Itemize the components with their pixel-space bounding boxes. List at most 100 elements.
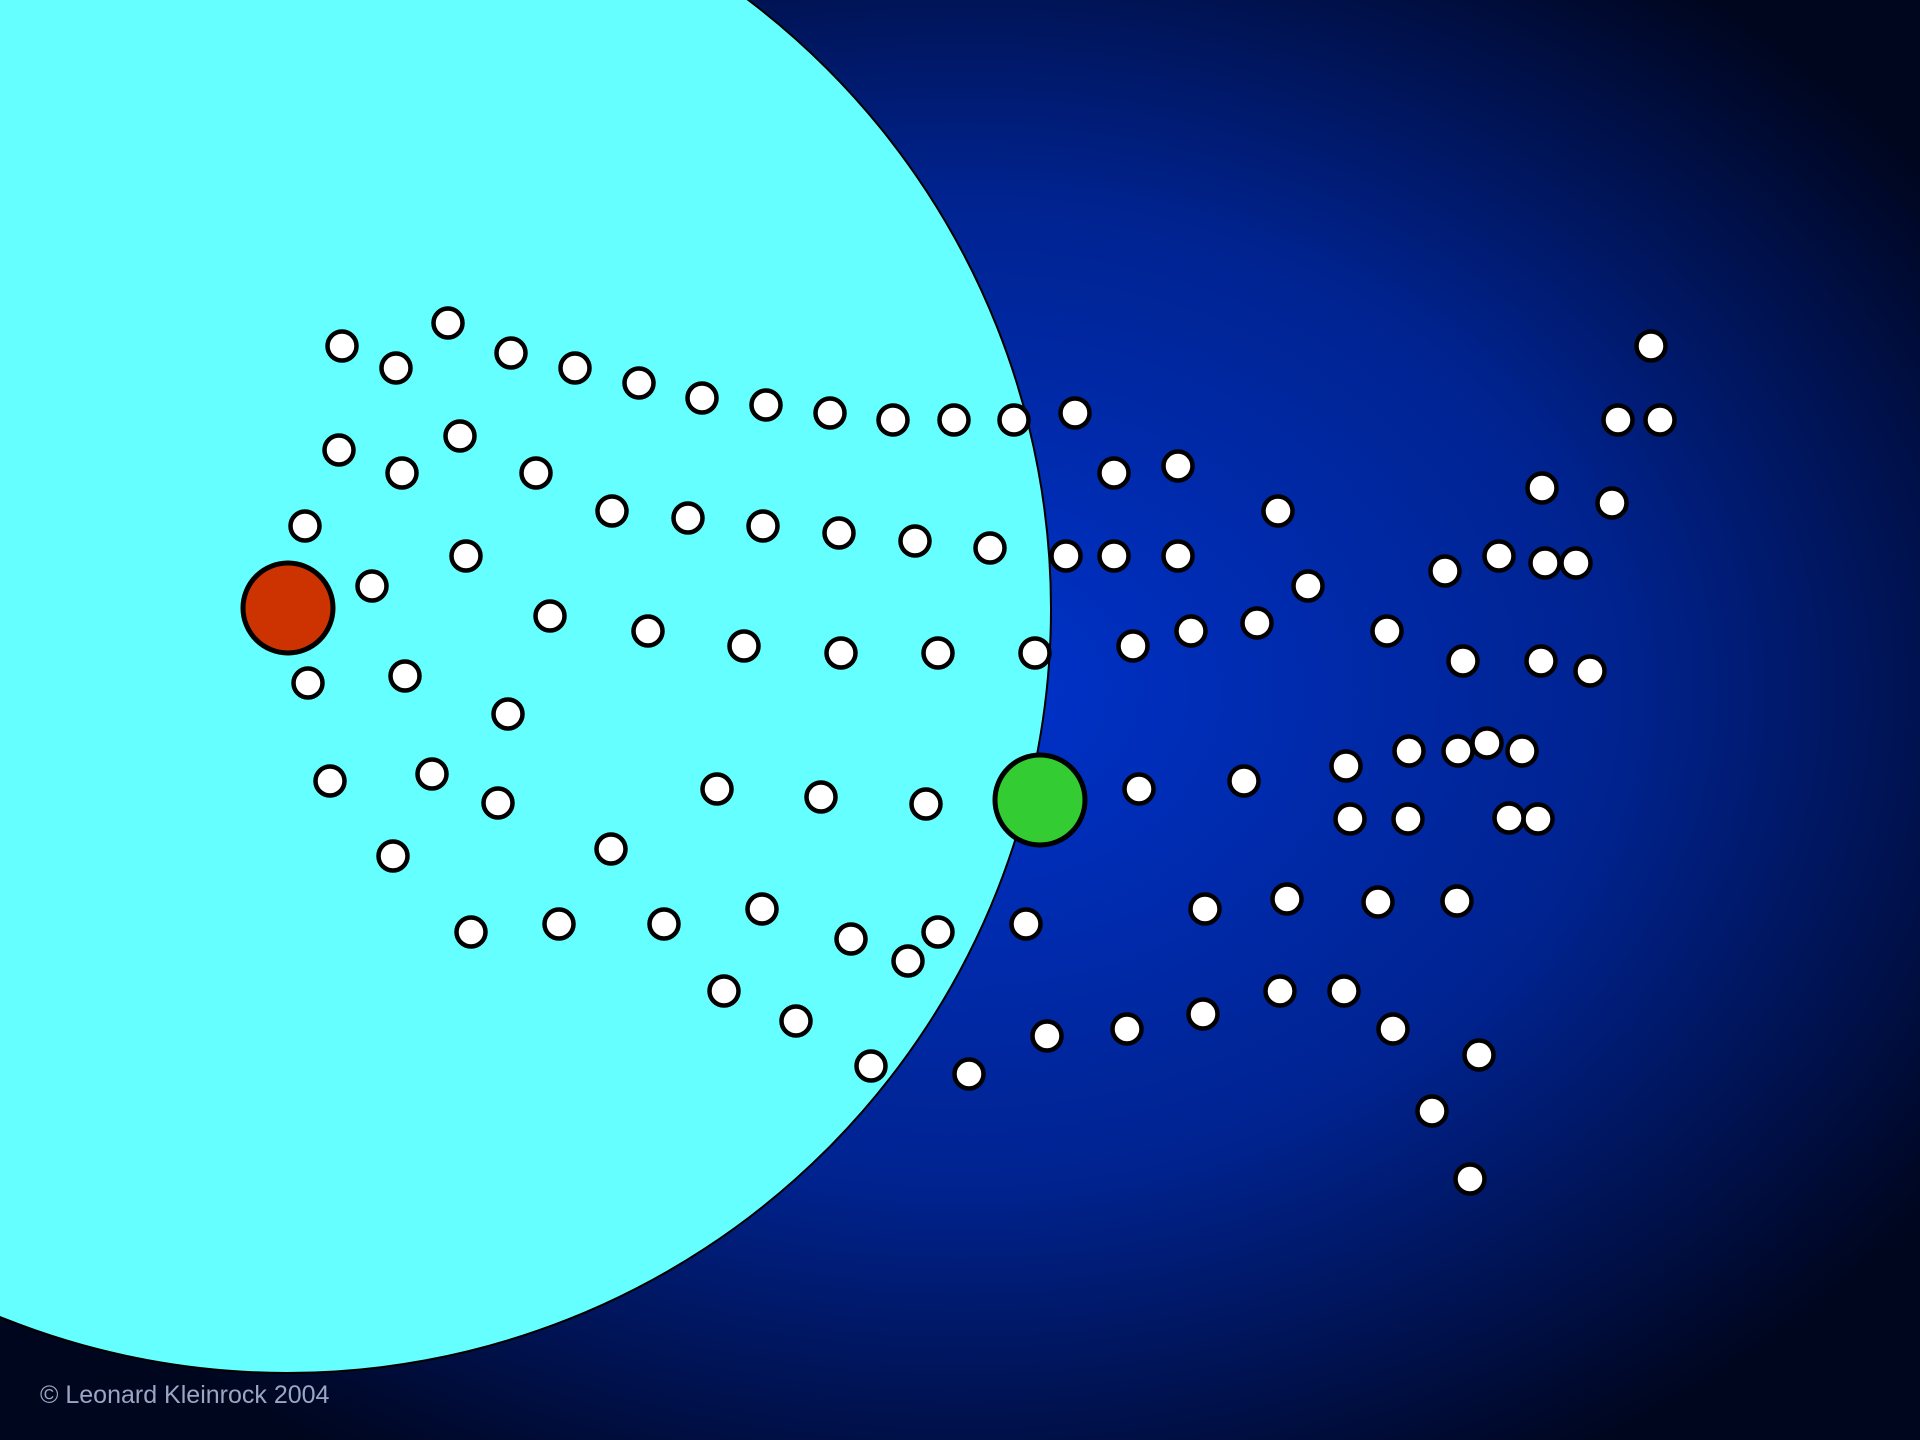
relay-node — [1470, 726, 1504, 760]
relay-node — [1376, 1012, 1410, 1046]
relay-node — [909, 787, 943, 821]
relay-node — [1161, 449, 1195, 483]
relay-node — [745, 892, 779, 926]
relay-node — [449, 539, 483, 573]
relay-nodes — [288, 306, 1677, 1196]
relay-node — [1370, 614, 1404, 648]
relay-node — [385, 456, 419, 490]
relay-node — [1521, 802, 1555, 836]
relay-node — [952, 1057, 986, 1091]
relay-node — [1505, 734, 1539, 768]
relay-node — [685, 381, 719, 415]
relay-node — [431, 306, 465, 340]
relay-node — [1263, 974, 1297, 1008]
relay-node — [700, 772, 734, 806]
relay-node — [921, 636, 955, 670]
relay-node — [454, 915, 488, 949]
relay-node — [1446, 644, 1480, 678]
relay-node — [1361, 885, 1395, 919]
relay-node — [1110, 1012, 1144, 1046]
relay-node — [1227, 764, 1261, 798]
relay-node — [443, 419, 477, 453]
relay-node — [1186, 997, 1220, 1031]
relay-node — [1049, 539, 1083, 573]
relay-node — [1329, 749, 1363, 783]
relay-node — [804, 780, 838, 814]
relay-node — [1440, 884, 1474, 918]
relay-node — [921, 915, 955, 949]
relay-node — [1573, 654, 1607, 688]
relay-node — [1116, 629, 1150, 663]
relay-node — [533, 599, 567, 633]
relay-node — [1462, 1038, 1496, 1072]
relay-node — [313, 764, 347, 798]
relay-node — [322, 433, 356, 467]
relay-node — [1188, 892, 1222, 926]
relay-node — [491, 697, 525, 731]
relay-node — [1270, 882, 1304, 916]
relay-node — [1524, 644, 1558, 678]
relay-node — [727, 629, 761, 663]
relay-node — [973, 531, 1007, 565]
relay-node — [481, 786, 515, 820]
relay-node — [622, 366, 656, 400]
relay-node — [595, 494, 629, 528]
relay-node — [1009, 907, 1043, 941]
relay-node — [376, 839, 410, 873]
relay-node — [891, 944, 925, 978]
relay-node — [1097, 539, 1131, 573]
relay-node — [1482, 539, 1516, 573]
relay-node — [1018, 636, 1052, 670]
relay-node — [746, 509, 780, 543]
relay-node — [1327, 974, 1361, 1008]
relay-node — [824, 636, 858, 670]
relay-node — [1392, 734, 1426, 768]
relay-node — [1058, 396, 1092, 430]
relay-node — [1291, 569, 1325, 603]
relay-node — [542, 907, 576, 941]
relay-node — [822, 516, 856, 550]
relay-node — [1595, 486, 1629, 520]
relay-node — [834, 922, 868, 956]
relay-node — [1174, 614, 1208, 648]
relay-node — [898, 524, 932, 558]
relay-node — [1601, 403, 1635, 437]
relay-node — [1528, 546, 1562, 580]
relay-node — [594, 832, 628, 866]
relay-node — [997, 403, 1031, 437]
relay-node — [1643, 403, 1677, 437]
relay-node — [325, 329, 359, 363]
relay-node — [749, 388, 783, 422]
relay-node — [813, 396, 847, 430]
relay-node — [707, 974, 741, 1008]
relay-node — [1415, 1094, 1449, 1128]
relay-node — [1453, 1162, 1487, 1196]
relay-node — [1441, 734, 1475, 768]
relay-node — [1122, 772, 1156, 806]
relay-node — [355, 569, 389, 603]
relay-node — [1161, 539, 1195, 573]
relay-node — [379, 351, 413, 385]
relay-node — [876, 403, 910, 437]
relay-node — [415, 757, 449, 791]
relay-node — [291, 666, 325, 700]
relay-node — [631, 614, 665, 648]
destination-node — [992, 752, 1088, 848]
relay-node — [1492, 801, 1526, 835]
relay-node — [671, 501, 705, 535]
relay-node — [854, 1049, 888, 1083]
relay-node — [1634, 329, 1668, 363]
relay-node — [1030, 1019, 1064, 1053]
relay-node — [288, 509, 322, 543]
relay-node — [1240, 606, 1274, 640]
relay-node — [388, 659, 422, 693]
relay-node — [647, 907, 681, 941]
relay-node — [519, 456, 553, 490]
relay-node — [1391, 802, 1425, 836]
relay-node — [558, 351, 592, 385]
relay-node — [1428, 554, 1462, 588]
copyright-text: © Leonard Kleinrock 2004 — [40, 1381, 330, 1409]
source-node — [240, 560, 336, 656]
relay-node — [1525, 471, 1559, 505]
